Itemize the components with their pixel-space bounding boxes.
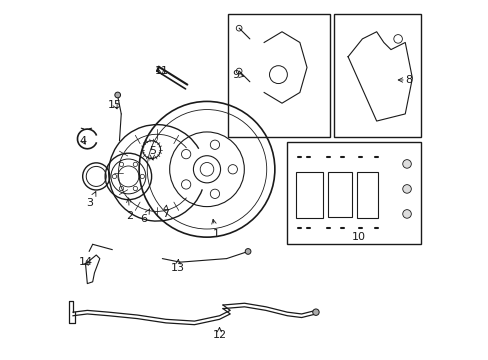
Text: 15: 15 [108,100,122,110]
Text: 7: 7 [162,205,168,219]
Text: 11: 11 [154,66,168,76]
Circle shape [312,309,319,315]
Circle shape [115,92,121,98]
Bar [228,14,329,137]
Text: 6: 6 [140,209,149,224]
Bar [333,14,421,137]
Text: 14: 14 [78,257,92,267]
Text: 9: 9 [231,69,243,80]
Circle shape [402,210,410,218]
Text: 13: 13 [170,260,184,273]
Bar [287,143,421,244]
Circle shape [402,185,410,193]
Circle shape [402,159,410,168]
Bar [328,172,351,217]
Text: 2: 2 [125,198,133,221]
Text: 10: 10 [351,232,365,242]
Text: 4: 4 [80,136,86,146]
Bar [296,172,323,219]
Text: 5: 5 [148,147,156,159]
Text: 12: 12 [212,330,226,341]
Circle shape [244,249,250,254]
Text: 8: 8 [405,75,411,85]
Text: 1: 1 [211,219,219,239]
Bar [356,172,378,219]
Text: 3: 3 [86,192,96,208]
